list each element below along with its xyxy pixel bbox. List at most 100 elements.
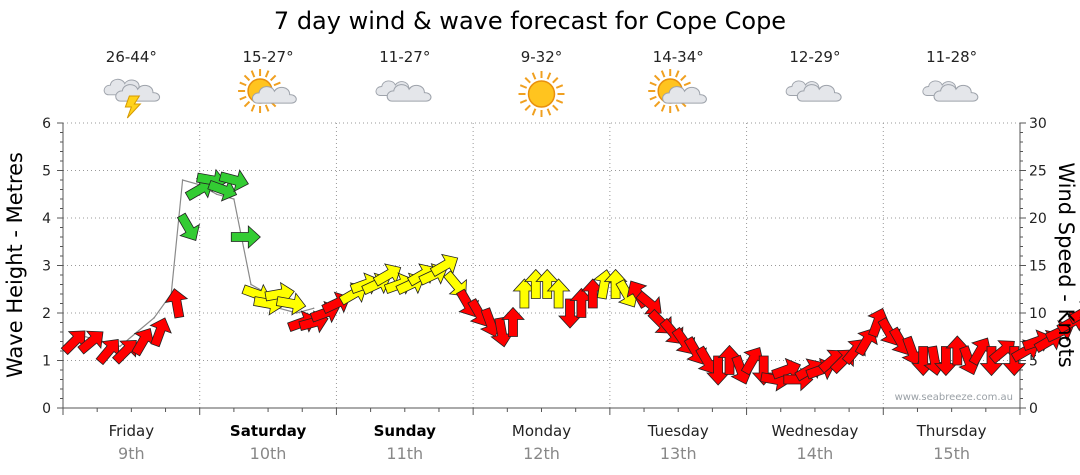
sun-ray — [555, 84, 564, 89]
wave-point — [181, 179, 184, 181]
left-tick-label: 0 — [42, 401, 51, 417]
wind-arrow — [901, 335, 924, 366]
wind-arrow — [131, 327, 155, 357]
temperature-range: 26-44° — [106, 48, 157, 66]
left-tick-label: 2 — [42, 306, 51, 322]
temperature-range: 9-32° — [521, 48, 563, 66]
sun-ray — [239, 95, 247, 101]
cloud-shape — [251, 86, 297, 104]
sun-ray — [250, 104, 256, 112]
sun-ray — [675, 104, 680, 112]
left-tick-label: 6 — [42, 116, 51, 132]
wind-arrow — [546, 278, 571, 309]
cloud-shape — [662, 86, 707, 104]
day-date-label: 11th — [386, 444, 423, 463]
temperature-row: 26-44° 15-27° 11-27° 9-32° 14-34° 12-29° 11-28… — [106, 48, 977, 66]
wind-arrow — [512, 278, 537, 309]
right-tick-label: 10 — [1029, 306, 1047, 322]
left-tick-label: 1 — [42, 354, 51, 370]
wind-arrow — [558, 298, 582, 329]
sun-ray — [660, 70, 666, 78]
sun-ray — [273, 81, 281, 87]
wind-arrow — [60, 330, 86, 356]
wind-arrow — [569, 287, 594, 318]
sun-ray — [552, 77, 559, 84]
sun-ray — [269, 74, 277, 82]
sun-ray — [524, 104, 531, 111]
wind-arrow — [979, 346, 1004, 377]
cloud-shape — [933, 84, 979, 102]
temperature-range: 11-28° — [926, 48, 977, 66]
wave-point — [250, 283, 252, 286]
sun-ray — [243, 100, 251, 108]
right-tick-label: 5 — [1029, 354, 1038, 370]
axes: 0 1 2 3 4 5 6 0 5 10 15 20 25 30 — [42, 116, 1047, 417]
sun-ray — [250, 70, 256, 78]
sun-ray — [531, 72, 537, 80]
storm-cloud-icon — [103, 78, 161, 119]
day-name-label: Wednesday — [772, 422, 859, 440]
day-name-label: Saturday — [230, 422, 307, 440]
wind-arrow-series — [60, 168, 1080, 392]
sun-rays — [238, 69, 283, 113]
wind-arrow — [968, 337, 992, 366]
sun-rays — [518, 71, 565, 117]
wind-arrow — [580, 278, 605, 309]
wind-arrow — [695, 345, 719, 375]
sun-ray — [546, 72, 552, 80]
cloud-shape — [115, 84, 161, 102]
weather-icon-row — [103, 69, 979, 119]
wind-arrow — [164, 288, 189, 319]
wave-point — [84, 335, 87, 338]
right-axis-title: Wind Speed - Knots — [1054, 162, 1078, 367]
day-date-label: 10th — [250, 444, 287, 463]
right-tick-label: 15 — [1029, 259, 1047, 275]
sun-ray — [660, 104, 666, 112]
wind-arrow — [95, 339, 120, 366]
sun-ray — [653, 74, 661, 82]
wind-arrow — [933, 346, 958, 377]
day-date-label: 13th — [660, 444, 697, 463]
day-name-label: Sunday — [374, 422, 437, 440]
wind-arrow — [740, 346, 764, 376]
sun-ray — [264, 70, 270, 78]
wind-arrow — [149, 317, 172, 348]
sun-ray — [546, 108, 552, 116]
wind-arrow — [501, 306, 525, 337]
cloud-icon — [375, 80, 432, 102]
temperature-range: 14-34° — [653, 48, 704, 66]
right-tick-label: 30 — [1029, 116, 1047, 132]
day-name-label: Thursday — [916, 422, 987, 440]
sun-ray — [519, 84, 528, 89]
left-tick-label: 5 — [42, 164, 51, 180]
grid-lines — [63, 122, 1020, 408]
left-tick-label: 3 — [42, 259, 51, 275]
wind-arrow — [429, 253, 459, 277]
day-date-label: 15th — [933, 444, 970, 463]
left-axis-title: Wave Height - Metres — [3, 152, 27, 378]
wave-point — [312, 307, 315, 310]
sun-ray — [531, 108, 537, 116]
wind-arrow — [1067, 301, 1080, 325]
wind-arrow — [176, 212, 200, 242]
cloud-shape — [386, 84, 432, 102]
sun-ray — [675, 70, 680, 78]
right-tick-label: 20 — [1029, 211, 1047, 227]
right-tick-label: 0 — [1029, 401, 1038, 417]
day-date-label: 12th — [523, 444, 560, 463]
wave-point — [233, 198, 235, 200]
wave-point — [216, 193, 218, 196]
temperature-range: 11-27° — [379, 48, 430, 66]
day-name-label: Tuesday — [647, 422, 709, 440]
sun-ray — [653, 100, 661, 108]
credit-text: www.seabreeze.com.au — [895, 392, 1013, 403]
wind-arrow — [706, 355, 731, 386]
wave-point — [153, 316, 155, 319]
lightning-bolt — [124, 95, 142, 119]
x-axis-labels: Friday 9th Saturday 10th Sunday 11th Monday 12t… — [109, 422, 987, 463]
wind-arrow — [207, 179, 238, 202]
wind-arrow — [490, 316, 514, 348]
sun-cloud-icon — [648, 69, 707, 113]
wind-arrow — [218, 169, 249, 193]
